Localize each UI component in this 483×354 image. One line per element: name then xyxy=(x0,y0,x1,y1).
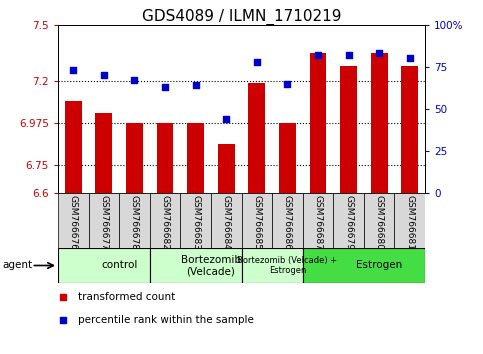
Text: GSM766684: GSM766684 xyxy=(222,195,231,250)
Text: GSM766676: GSM766676 xyxy=(69,195,78,250)
Text: GSM766678: GSM766678 xyxy=(130,195,139,250)
Bar xyxy=(96,113,112,193)
Bar xyxy=(150,248,242,283)
Bar xyxy=(211,193,242,248)
Point xyxy=(59,294,67,300)
Bar xyxy=(272,193,303,248)
Bar xyxy=(150,193,180,248)
Point xyxy=(284,81,291,86)
Bar xyxy=(88,193,119,248)
Text: Estrogen: Estrogen xyxy=(356,261,402,270)
Text: GSM766687: GSM766687 xyxy=(313,195,323,250)
Point xyxy=(253,59,261,64)
Bar xyxy=(364,193,395,248)
Point xyxy=(130,78,138,83)
Point xyxy=(222,116,230,122)
Text: GSM766679: GSM766679 xyxy=(344,195,353,250)
Bar xyxy=(180,193,211,248)
Bar xyxy=(242,248,303,283)
Bar xyxy=(279,123,296,193)
Point xyxy=(192,82,199,88)
Point xyxy=(59,317,67,323)
Point xyxy=(375,51,383,56)
Text: transformed count: transformed count xyxy=(78,292,176,302)
Point xyxy=(161,84,169,90)
Bar xyxy=(401,66,418,193)
Bar xyxy=(58,248,150,283)
Bar xyxy=(248,83,265,193)
Bar xyxy=(126,123,143,193)
Text: GSM766677: GSM766677 xyxy=(99,195,108,250)
Bar xyxy=(395,193,425,248)
Text: percentile rank within the sample: percentile rank within the sample xyxy=(78,315,255,325)
Bar xyxy=(156,123,173,193)
Bar xyxy=(303,248,425,283)
Text: GSM766686: GSM766686 xyxy=(283,195,292,250)
Text: agent: agent xyxy=(2,261,32,270)
Bar xyxy=(218,144,235,193)
Text: Bortezomib (Velcade) +
Estrogen: Bortezomib (Velcade) + Estrogen xyxy=(237,256,338,275)
Bar xyxy=(310,53,327,193)
Text: GSM766685: GSM766685 xyxy=(252,195,261,250)
Bar xyxy=(65,101,82,193)
Title: GDS4089 / ILMN_1710219: GDS4089 / ILMN_1710219 xyxy=(142,8,341,25)
Text: Bortezomib
(Velcade): Bortezomib (Velcade) xyxy=(181,255,241,276)
Text: GSM766680: GSM766680 xyxy=(375,195,384,250)
Point xyxy=(406,56,413,61)
Text: GSM766682: GSM766682 xyxy=(160,195,170,250)
Text: GSM766683: GSM766683 xyxy=(191,195,200,250)
Bar xyxy=(242,193,272,248)
Point xyxy=(100,72,108,78)
Bar xyxy=(58,193,88,248)
Bar xyxy=(119,193,150,248)
Point xyxy=(314,52,322,58)
Point xyxy=(70,67,77,73)
Bar xyxy=(333,193,364,248)
Bar xyxy=(340,66,357,193)
Bar xyxy=(371,53,387,193)
Text: GSM766681: GSM766681 xyxy=(405,195,414,250)
Bar xyxy=(187,123,204,193)
Text: control: control xyxy=(101,261,137,270)
Bar xyxy=(303,193,333,248)
Point xyxy=(345,52,353,58)
